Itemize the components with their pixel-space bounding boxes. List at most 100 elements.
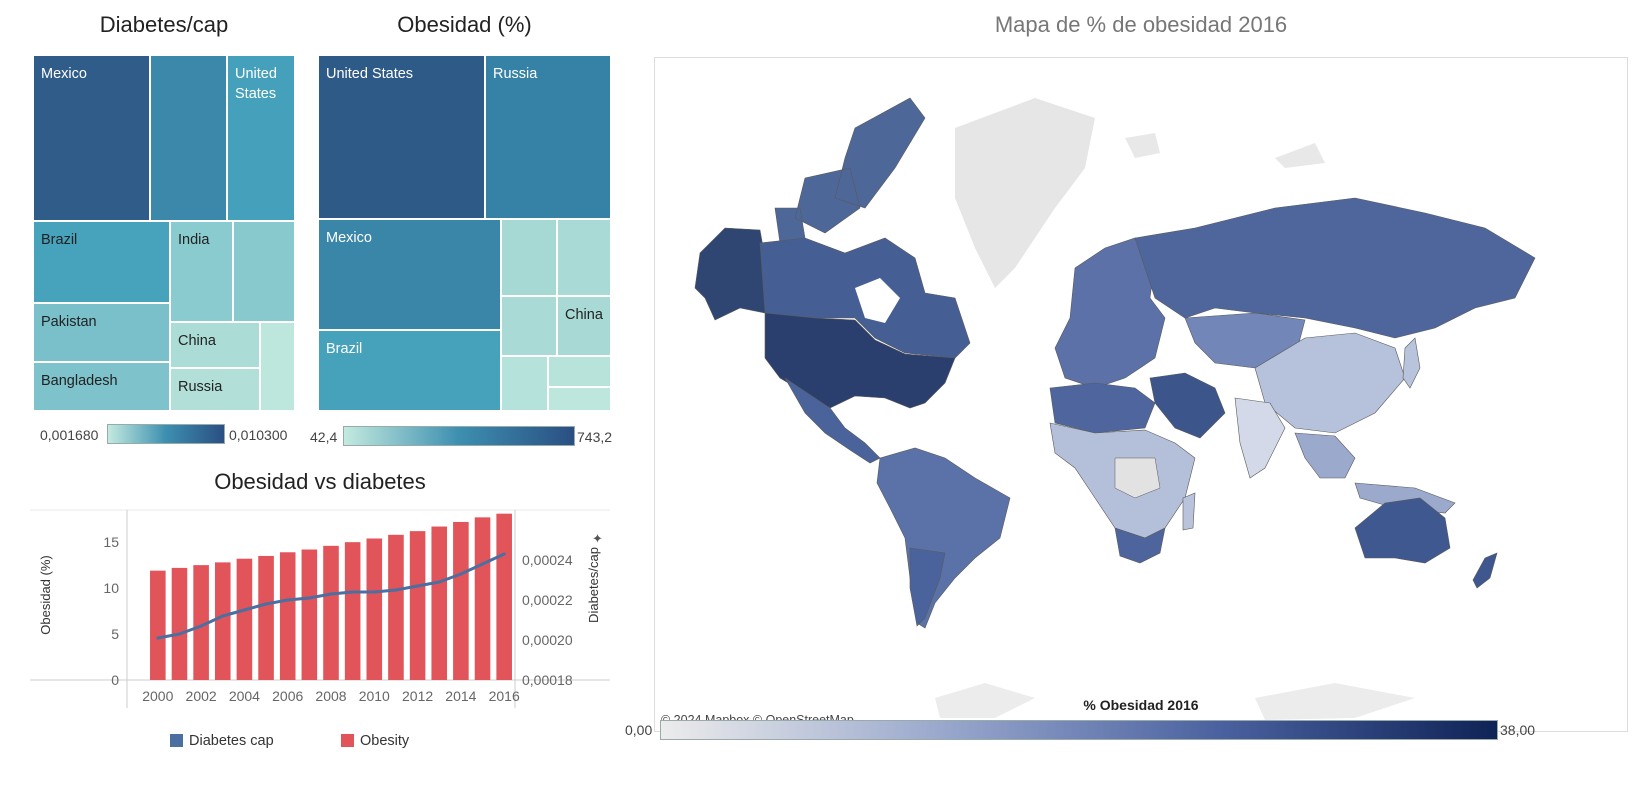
treemap-cell[interactable]: [501, 219, 557, 296]
point-diabetes-2006[interactable]: [286, 598, 290, 602]
point-diabetes-2014[interactable]: [459, 572, 463, 576]
treemap-cell-pakistan[interactable]: Pakistan: [33, 303, 170, 362]
bar-obesity-2002[interactable]: [193, 565, 209, 680]
map-china[interactable]: [1254, 332, 1406, 434]
bar-obesity-2010[interactable]: [366, 538, 383, 680]
map-india[interactable]: [1234, 397, 1286, 479]
legend-line-label: Diabetes cap: [189, 733, 274, 749]
treemap-cell-mexico[interactable]: Mexico: [33, 55, 150, 221]
y-tick-label: 0: [111, 672, 119, 688]
map-southern-africa[interactable]: [1114, 527, 1166, 564]
x-tick-label: 2016: [489, 688, 520, 704]
treemap-cell[interactable]: [233, 221, 295, 322]
map-central-africa-light[interactable]: [1114, 457, 1161, 499]
map-japan[interactable]: [1402, 337, 1421, 389]
treemap-cell-united-states[interactable]: United States: [227, 55, 295, 221]
point-diabetes-2007[interactable]: [307, 596, 311, 600]
world-map-svg: [694, 97, 1536, 720]
treemap-cell-china[interactable]: China: [170, 322, 260, 368]
bar-obesity-2006[interactable]: [279, 552, 296, 680]
point-diabetes-2009[interactable]: [351, 590, 355, 594]
bar-obesity-2012[interactable]: [409, 531, 426, 680]
treemap-cell-label: Russia: [493, 66, 538, 82]
treemap-cell[interactable]: [150, 55, 227, 221]
bar-obesity-2016[interactable]: [496, 513, 512, 680]
diabetes-legend-min: 0,001680: [40, 427, 99, 443]
x-tick-label: 2006: [272, 688, 303, 704]
bar-obesity-2004[interactable]: [236, 558, 253, 680]
pin-icon[interactable]: ✦: [592, 531, 603, 546]
bar-obesity-2013[interactable]: [431, 526, 448, 680]
map-north-africa[interactable]: [1049, 382, 1156, 434]
treemap-cell-russia[interactable]: Russia: [485, 55, 611, 219]
point-diabetes-2001[interactable]: [177, 632, 181, 636]
bar-obesity-2011[interactable]: [388, 534, 404, 680]
treemap-cell-label: China: [178, 333, 216, 349]
point-diabetes-2002[interactable]: [199, 624, 203, 628]
treemap-cell-brazil[interactable]: Brazil: [318, 330, 501, 411]
x-tick-label: 2014: [445, 688, 476, 704]
point-diabetes-2008[interactable]: [329, 592, 333, 596]
legend-bar-label: Obesity: [360, 733, 410, 749]
map-south-america[interactable]: [876, 447, 1011, 629]
bar-obesity-2003[interactable]: [214, 562, 231, 680]
y-tick-label: 15: [103, 534, 119, 550]
bar-obesity-2007[interactable]: [301, 549, 318, 680]
map-argentina[interactable]: [909, 547, 946, 627]
treemap-cell-label: Bangladesh: [41, 373, 118, 389]
bar-obesity-2001[interactable]: [171, 567, 188, 680]
point-diabetes-2012[interactable]: [416, 584, 420, 588]
treemap-cell-label: Russia: [178, 379, 223, 395]
treemap-cell[interactable]: [501, 296, 557, 356]
map-middle-east[interactable]: [1149, 372, 1226, 439]
treemap-cell-bangladesh[interactable]: Bangladesh: [33, 362, 170, 411]
point-diabetes-2016[interactable]: [502, 552, 506, 556]
bar-obesity-2009[interactable]: [344, 542, 361, 680]
y-tick-label: 10: [103, 580, 119, 596]
treemap-cell-brazil[interactable]: Brazil: [33, 221, 170, 303]
treemap-cell-label: United States: [235, 66, 277, 102]
bar-obesity-2008[interactable]: [323, 545, 339, 680]
map-greenland[interactable]: [955, 98, 1095, 288]
treemap-cell-united-states[interactable]: United States: [318, 55, 485, 219]
treemap-cell[interactable]: [501, 356, 548, 411]
combo-chart-title: Obesidad vs diabetes: [214, 469, 426, 494]
treemap-cell-china[interactable]: China: [557, 296, 611, 356]
treemap-cell[interactable]: [557, 219, 611, 296]
point-diabetes-2013[interactable]: [437, 580, 441, 584]
map-alaska[interactable]: [694, 227, 766, 321]
point-diabetes-2003[interactable]: [221, 614, 225, 618]
map-mexico[interactable]: [784, 377, 881, 464]
bar-obesity-2014[interactable]: [453, 521, 469, 680]
map-southeast-asia[interactable]: [1294, 432, 1456, 514]
map-legend-ramp: [660, 720, 1498, 740]
treemap-cell-label: Brazil: [326, 341, 363, 357]
x-tick-label: 2004: [229, 688, 260, 704]
bar-obesity-2005[interactable]: [258, 555, 274, 680]
map-australia[interactable]: [1354, 497, 1451, 564]
map-madagascar[interactable]: [1182, 492, 1196, 531]
map-russia[interactable]: [1134, 197, 1536, 339]
treemap-cell-india[interactable]: India: [170, 221, 233, 322]
point-diabetes-2015[interactable]: [481, 562, 485, 566]
treemap-cell[interactable]: [548, 387, 611, 411]
treemap-cell[interactable]: [548, 356, 611, 387]
y2-tick-label: 0,00024: [522, 552, 573, 568]
point-diabetes-2004[interactable]: [242, 608, 246, 612]
map-canada-islands[interactable]: [774, 97, 926, 244]
bar-obesity-2015[interactable]: [474, 517, 491, 680]
point-diabetes-2005[interactable]: [264, 602, 268, 606]
point-diabetes-2000[interactable]: [156, 636, 160, 640]
treemap-cell-mexico[interactable]: Mexico: [318, 219, 501, 330]
y2-tick-label: 0,00020: [522, 632, 573, 648]
map-new-zealand[interactable]: [1472, 552, 1498, 589]
legend-diabetes-cap[interactable]: Diabetes cap: [170, 733, 274, 749]
legend-obesity[interactable]: Obesity: [341, 733, 409, 749]
treemap-cell-russia[interactable]: Russia: [170, 368, 260, 411]
world-map[interactable]: © 2024 Mapbox © OpenStreetMap: [654, 57, 1628, 732]
bar-obesity-2000[interactable]: [150, 570, 166, 680]
point-diabetes-2010[interactable]: [372, 590, 376, 594]
point-diabetes-2011[interactable]: [394, 588, 398, 592]
map-arctic-islands[interactable]: [1125, 133, 1325, 168]
treemap-cell[interactable]: [260, 322, 295, 411]
